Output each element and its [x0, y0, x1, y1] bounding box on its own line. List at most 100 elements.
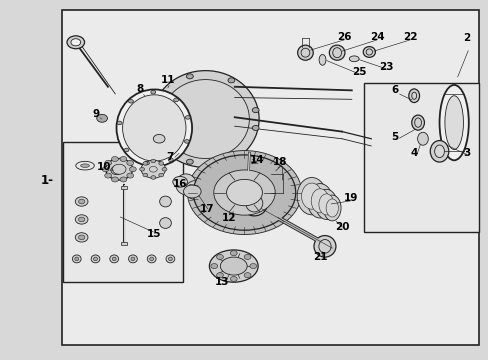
Circle shape — [151, 159, 156, 163]
Text: 22: 22 — [402, 32, 417, 41]
Ellipse shape — [323, 195, 340, 221]
Text: 2: 2 — [462, 33, 469, 43]
Bar — [363, 83, 478, 232]
Circle shape — [117, 121, 122, 125]
Text: 1-: 1- — [41, 174, 54, 186]
Ellipse shape — [297, 177, 326, 215]
Text: 9: 9 — [92, 109, 99, 119]
Circle shape — [155, 135, 162, 140]
Circle shape — [230, 276, 237, 282]
Circle shape — [78, 217, 84, 222]
Text: 11: 11 — [161, 75, 175, 85]
Ellipse shape — [315, 189, 336, 220]
Circle shape — [144, 161, 149, 165]
Circle shape — [75, 233, 88, 242]
Ellipse shape — [193, 186, 210, 203]
Ellipse shape — [93, 257, 97, 261]
Text: 4: 4 — [409, 148, 417, 158]
Ellipse shape — [245, 195, 262, 212]
Ellipse shape — [185, 181, 203, 199]
Ellipse shape — [159, 196, 171, 207]
Ellipse shape — [366, 49, 372, 55]
Circle shape — [252, 108, 259, 113]
Circle shape — [114, 168, 120, 172]
Circle shape — [155, 98, 162, 103]
Ellipse shape — [414, 118, 421, 127]
Ellipse shape — [444, 96, 463, 149]
Ellipse shape — [128, 255, 137, 263]
Ellipse shape — [329, 45, 344, 60]
Ellipse shape — [152, 71, 259, 167]
Ellipse shape — [319, 54, 325, 65]
Circle shape — [193, 155, 295, 230]
Text: 6: 6 — [390, 85, 398, 95]
Circle shape — [111, 177, 118, 182]
Circle shape — [186, 159, 193, 164]
Ellipse shape — [209, 250, 258, 282]
Circle shape — [129, 167, 136, 172]
Circle shape — [111, 157, 118, 162]
Circle shape — [104, 161, 111, 166]
Text: 13: 13 — [214, 277, 228, 287]
Bar — [61, 10, 478, 345]
Circle shape — [216, 255, 223, 260]
Ellipse shape — [318, 194, 333, 215]
Bar — [121, 186, 127, 189]
Bar — [63, 142, 182, 282]
Text: 23: 23 — [378, 62, 392, 72]
Ellipse shape — [147, 255, 156, 263]
Text: 26: 26 — [337, 32, 351, 41]
Text: 18: 18 — [272, 157, 286, 167]
Circle shape — [128, 99, 133, 103]
Text: 3: 3 — [462, 148, 469, 158]
Text: 14: 14 — [249, 155, 264, 165]
Ellipse shape — [434, 145, 444, 158]
Circle shape — [104, 173, 111, 178]
Text: 12: 12 — [221, 213, 236, 222]
Ellipse shape — [122, 95, 185, 161]
Circle shape — [75, 197, 88, 206]
Circle shape — [159, 162, 163, 165]
Ellipse shape — [168, 257, 172, 261]
Circle shape — [162, 167, 166, 171]
Ellipse shape — [175, 174, 196, 195]
Ellipse shape — [408, 89, 419, 103]
Ellipse shape — [72, 255, 81, 263]
Ellipse shape — [310, 189, 328, 213]
Circle shape — [173, 98, 178, 102]
Bar — [121, 242, 127, 244]
Ellipse shape — [105, 158, 132, 180]
Ellipse shape — [325, 199, 338, 217]
Circle shape — [140, 167, 144, 171]
Circle shape — [210, 264, 217, 269]
Ellipse shape — [318, 239, 330, 253]
Circle shape — [244, 255, 250, 260]
Ellipse shape — [159, 218, 171, 228]
Ellipse shape — [110, 255, 119, 263]
Circle shape — [227, 155, 234, 160]
Circle shape — [126, 161, 133, 166]
Circle shape — [185, 116, 190, 119]
Text: 21: 21 — [312, 252, 326, 262]
Ellipse shape — [411, 115, 424, 130]
Ellipse shape — [91, 255, 100, 263]
Circle shape — [244, 273, 250, 278]
Circle shape — [172, 176, 187, 187]
Circle shape — [97, 114, 107, 122]
Circle shape — [216, 273, 223, 278]
Circle shape — [153, 134, 164, 143]
Text: 25: 25 — [351, 67, 366, 77]
Ellipse shape — [439, 85, 468, 160]
Circle shape — [120, 177, 126, 182]
Ellipse shape — [241, 191, 267, 216]
Text: 5: 5 — [390, 132, 398, 142]
Circle shape — [186, 74, 193, 79]
Circle shape — [142, 173, 147, 177]
Ellipse shape — [220, 257, 246, 275]
Text: 15: 15 — [147, 229, 161, 239]
Ellipse shape — [75, 257, 79, 261]
Ellipse shape — [161, 80, 249, 158]
Circle shape — [252, 125, 259, 130]
Text: 10: 10 — [97, 162, 112, 172]
Text: 16: 16 — [173, 179, 187, 189]
